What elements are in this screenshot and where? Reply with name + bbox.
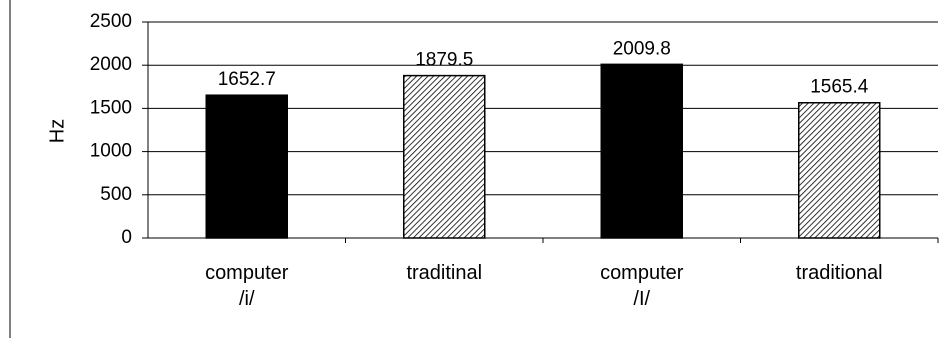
data-label: 2009.8: [613, 38, 671, 59]
data-labels: 1652.7 1879.5 2009.8 1565.4: [218, 38, 869, 97]
y-axis-title: Hz: [46, 119, 68, 143]
data-label: 1565.4: [810, 77, 869, 98]
data-label: 1879.5: [415, 50, 473, 71]
bar: [600, 63, 683, 239]
x-category-label: computer: [600, 262, 684, 284]
x-category-label: computer: [205, 262, 289, 284]
axes: [147, 22, 939, 243]
y-tick-label: 0: [121, 227, 132, 248]
y-axis-ticks: 0 500 1000 1500 2000 2500: [90, 11, 148, 248]
category-labels: computer/i/traditinal computer/I/traditio…: [205, 262, 883, 310]
y-tick-label: 1500: [90, 97, 132, 118]
y-tick-label: 1000: [90, 141, 132, 162]
bar: [403, 74, 486, 239]
x-category-label: /i/: [239, 288, 255, 310]
data-label: 1652.7: [218, 69, 276, 90]
y-tick-label: 2000: [90, 54, 132, 75]
y-tick-label: 2500: [90, 11, 132, 32]
x-category-label: /I/: [633, 288, 650, 310]
bar: [798, 101, 881, 239]
x-category-label: traditinal: [406, 262, 482, 284]
bar: [205, 94, 288, 239]
x-category-label: traditional: [796, 262, 883, 284]
bars: [205, 63, 881, 239]
y-tick-label: 500: [100, 184, 132, 205]
